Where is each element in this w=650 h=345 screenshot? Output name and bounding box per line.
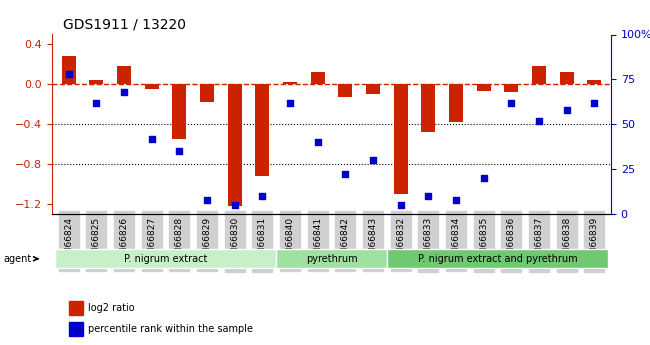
Point xyxy=(285,100,295,106)
Point xyxy=(451,197,462,202)
Bar xyxy=(339,84,352,97)
Bar xyxy=(504,84,518,92)
Bar xyxy=(311,72,324,84)
Bar xyxy=(255,84,269,176)
Point xyxy=(257,193,268,199)
Point xyxy=(174,148,185,154)
Text: pyrethrum: pyrethrum xyxy=(306,254,358,264)
Text: P. nigrum extract: P. nigrum extract xyxy=(124,254,207,264)
Bar xyxy=(200,84,214,102)
Point xyxy=(423,193,434,199)
Bar xyxy=(532,66,546,84)
Bar xyxy=(172,84,186,139)
Point xyxy=(506,100,517,106)
Bar xyxy=(366,84,380,94)
FancyBboxPatch shape xyxy=(276,249,387,268)
Text: P. nigrum extract and pyrethrum: P. nigrum extract and pyrethrum xyxy=(418,254,577,264)
Bar xyxy=(227,84,242,206)
Bar xyxy=(449,84,463,122)
Bar xyxy=(145,84,159,89)
Text: log2 ratio: log2 ratio xyxy=(88,303,135,313)
Bar xyxy=(421,84,436,132)
Point xyxy=(478,175,489,181)
Point xyxy=(146,136,157,141)
Bar xyxy=(283,82,297,84)
Point xyxy=(91,100,101,106)
Point xyxy=(562,107,572,112)
Text: percentile rank within the sample: percentile rank within the sample xyxy=(88,324,254,334)
Point xyxy=(534,118,544,124)
Text: agent: agent xyxy=(3,254,38,264)
Bar xyxy=(560,72,574,84)
Bar xyxy=(69,301,83,315)
Bar xyxy=(69,322,83,336)
Bar xyxy=(117,66,131,84)
Point xyxy=(119,89,129,95)
FancyBboxPatch shape xyxy=(387,249,608,268)
Point xyxy=(229,202,240,208)
FancyBboxPatch shape xyxy=(55,249,276,268)
Bar xyxy=(62,57,75,84)
Point xyxy=(64,71,74,77)
Bar xyxy=(588,80,601,84)
Text: GDS1911 / 13220: GDS1911 / 13220 xyxy=(63,18,186,32)
Bar xyxy=(394,84,408,194)
Point xyxy=(589,100,599,106)
Point xyxy=(368,157,378,163)
Point xyxy=(202,197,212,202)
Bar xyxy=(477,84,491,91)
Point xyxy=(313,139,323,145)
Point xyxy=(395,202,406,208)
Bar xyxy=(89,80,103,84)
Point xyxy=(340,172,350,177)
